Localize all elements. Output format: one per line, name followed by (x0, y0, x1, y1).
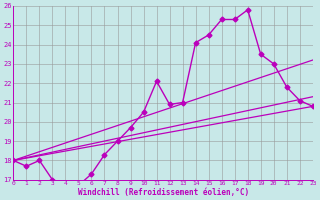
X-axis label: Windchill (Refroidissement éolien,°C): Windchill (Refroidissement éolien,°C) (77, 188, 249, 197)
